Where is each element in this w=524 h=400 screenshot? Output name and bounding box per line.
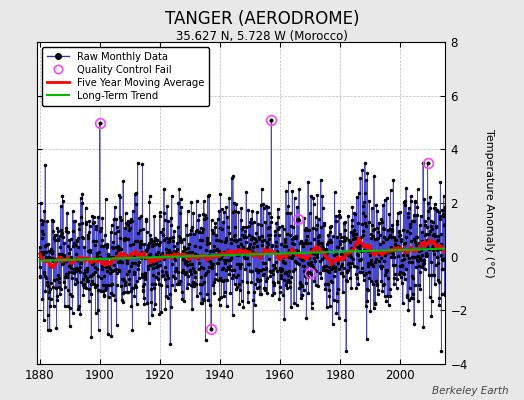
Text: TANGER (AERODROME): TANGER (AERODROME) bbox=[165, 10, 359, 28]
Y-axis label: Temperature Anomaly (°C): Temperature Anomaly (°C) bbox=[484, 129, 494, 277]
Text: Berkeley Earth: Berkeley Earth bbox=[432, 386, 508, 396]
Legend: Raw Monthly Data, Quality Control Fail, Five Year Moving Average, Long-Term Tren: Raw Monthly Data, Quality Control Fail, … bbox=[42, 47, 209, 106]
Text: 35.627 N, 5.728 W (Morocco): 35.627 N, 5.728 W (Morocco) bbox=[176, 30, 348, 43]
